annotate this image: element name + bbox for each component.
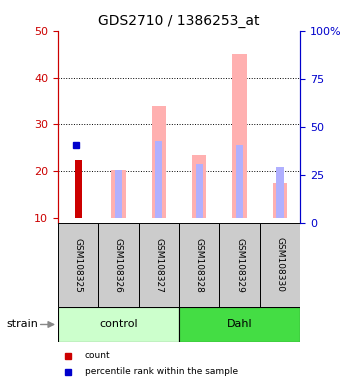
FancyBboxPatch shape (58, 223, 98, 307)
Text: Dahl: Dahl (227, 319, 252, 329)
Text: GSM108329: GSM108329 (235, 238, 244, 292)
Bar (236, 146, 243, 218)
Text: count: count (85, 351, 110, 361)
Text: control: control (99, 319, 138, 329)
Bar (276, 167, 283, 218)
Bar (233, 54, 247, 218)
Text: GSM108330: GSM108330 (276, 237, 284, 293)
FancyBboxPatch shape (179, 307, 300, 342)
Bar (112, 170, 125, 218)
Bar (155, 141, 162, 218)
Text: GSM108326: GSM108326 (114, 238, 123, 292)
Title: GDS2710 / 1386253_at: GDS2710 / 1386253_at (98, 14, 260, 28)
FancyBboxPatch shape (98, 223, 139, 307)
Text: strain: strain (7, 319, 39, 329)
FancyBboxPatch shape (58, 307, 179, 342)
FancyBboxPatch shape (139, 223, 179, 307)
FancyBboxPatch shape (260, 223, 300, 307)
FancyBboxPatch shape (179, 223, 219, 307)
Bar (192, 155, 206, 218)
Text: GSM108325: GSM108325 (74, 238, 83, 292)
Bar (152, 106, 166, 218)
Text: GSM108327: GSM108327 (154, 238, 163, 292)
Bar (115, 170, 122, 218)
Bar (196, 164, 203, 218)
FancyBboxPatch shape (219, 223, 260, 307)
Text: GSM108328: GSM108328 (195, 238, 204, 292)
Bar (75, 159, 82, 218)
Bar (273, 183, 287, 218)
Text: percentile rank within the sample: percentile rank within the sample (85, 367, 238, 376)
